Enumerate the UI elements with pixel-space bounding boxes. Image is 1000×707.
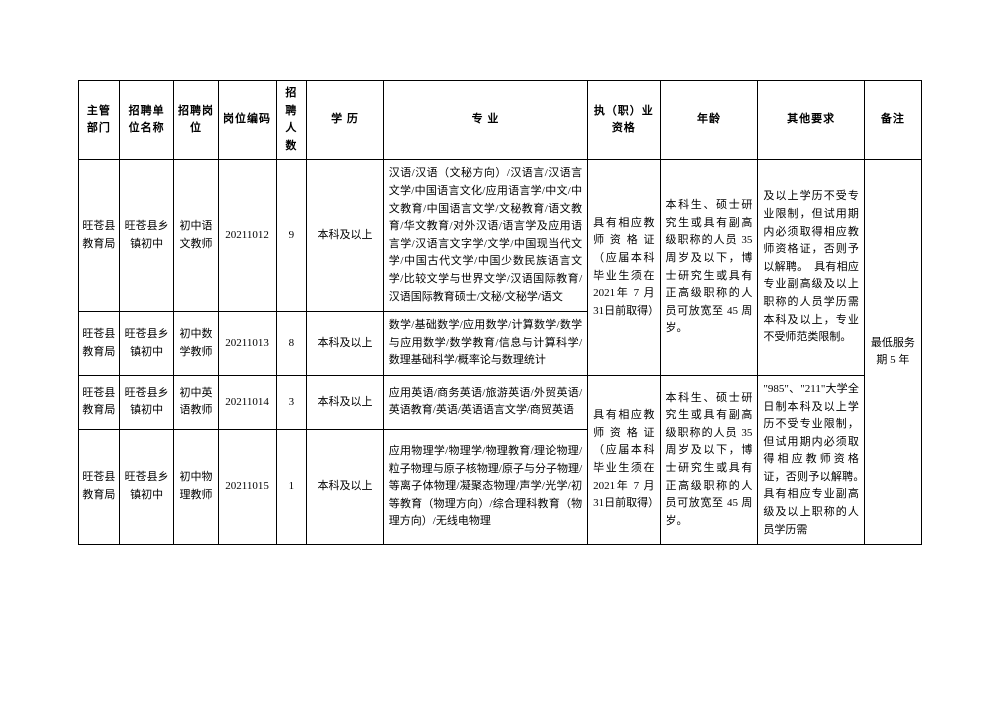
cell-note: 最低服务期 5 年 — [864, 160, 921, 545]
cell-post: 初中物理教师 — [174, 429, 218, 544]
cell-post: 初中英语教师 — [174, 375, 218, 429]
cell-major: 数学/基础数学/应用数学/计算数学/数学与应用数学/数学教育/信息与计算科学/数… — [383, 312, 587, 376]
th-code: 岗位编码 — [218, 81, 276, 160]
cell-unit: 旺苍县乡镇初中 — [119, 429, 173, 544]
cell-num: 8 — [276, 312, 307, 376]
table-row: 旺苍县教育局 旺苍县乡镇初中 初中英语教师 20211014 3 本科及以上 应… — [79, 375, 922, 429]
cell-edu: 本科及以上 — [307, 429, 384, 544]
table-header-row: 主管部门 招聘单位名称 招聘岗位 岗位编码 招聘人数 学 历 专 业 执（职）业… — [79, 81, 922, 160]
cell-unit: 旺苍县乡镇初中 — [119, 375, 173, 429]
th-age: 年龄 — [660, 81, 758, 160]
cell-other: "985"、"211"大学全日制本科及以上学历不受专业限制，但试用期内必须取得相… — [758, 375, 864, 544]
cell-edu: 本科及以上 — [307, 375, 384, 429]
th-major: 专 业 — [383, 81, 587, 160]
th-post: 招聘岗位 — [174, 81, 218, 160]
cell-dept: 旺苍县教育局 — [79, 312, 120, 376]
cell-major: 汉语/汉语（文秘方向）/汉语言/汉语言文学/中国语言文化/应用语言学/中文/中文… — [383, 160, 587, 312]
th-qual: 执（职）业资格 — [588, 81, 660, 160]
cell-dept: 旺苍县教育局 — [79, 375, 120, 429]
th-num: 招聘人数 — [276, 81, 307, 160]
document-page: 主管部门 招聘单位名称 招聘岗位 岗位编码 招聘人数 学 历 专 业 执（职）业… — [0, 0, 1000, 595]
cell-edu: 本科及以上 — [307, 160, 384, 312]
cell-num: 1 — [276, 429, 307, 544]
th-dept: 主管部门 — [79, 81, 120, 160]
cell-major: 应用物理学/物理学/物理教育/理论物理/粒子物理与原子核物理/原子与分子物理/等… — [383, 429, 587, 544]
th-note: 备注 — [864, 81, 921, 160]
cell-num: 9 — [276, 160, 307, 312]
cell-age: 本科生、硕士研究生或具有副高级职称的人员 35 周岁及以下，博士研究生或具有正高… — [660, 160, 758, 376]
th-edu: 学 历 — [307, 81, 384, 160]
cell-num: 3 — [276, 375, 307, 429]
table-row: 旺苍县教育局 旺苍县乡镇初中 初中语文教师 20211012 9 本科及以上 汉… — [79, 160, 922, 312]
cell-unit: 旺苍县乡镇初中 — [119, 160, 173, 312]
th-unit: 招聘单位名称 — [119, 81, 173, 160]
cell-edu: 本科及以上 — [307, 312, 384, 376]
cell-post: 初中数学教师 — [174, 312, 218, 376]
cell-major: 应用英语/商务英语/旅游英语/外贸英语/英语教育/英语/英语语言文学/商贸英语 — [383, 375, 587, 429]
cell-other: 及以上学历不受专业限制，但试用期内必须取得相应教师资格证，否则予以解聘。 具有相… — [758, 160, 864, 376]
recruitment-table: 主管部门 招聘单位名称 招聘岗位 岗位编码 招聘人数 学 历 专 业 执（职）业… — [78, 80, 922, 545]
cell-dept: 旺苍县教育局 — [79, 160, 120, 312]
cell-qual: 具有相应教师资格证（应届本科毕业生须在 2021年 7 月 31日前取得） — [588, 160, 660, 376]
cell-dept: 旺苍县教育局 — [79, 429, 120, 544]
th-other: 其他要求 — [758, 81, 864, 160]
cell-code: 20211012 — [218, 160, 276, 312]
cell-code: 20211015 — [218, 429, 276, 544]
cell-age: 本科生、硕士研究生或具有副高级职称的人员 35 周岁及以下，博士研究生或具有正高… — [660, 375, 758, 544]
cell-code: 20211014 — [218, 375, 276, 429]
cell-code: 20211013 — [218, 312, 276, 376]
cell-post: 初中语文教师 — [174, 160, 218, 312]
cell-qual: 具有相应教师资格证（应届本科毕业生须在 2021年 7 月 31日前取得） — [588, 375, 660, 544]
cell-unit: 旺苍县乡镇初中 — [119, 312, 173, 376]
